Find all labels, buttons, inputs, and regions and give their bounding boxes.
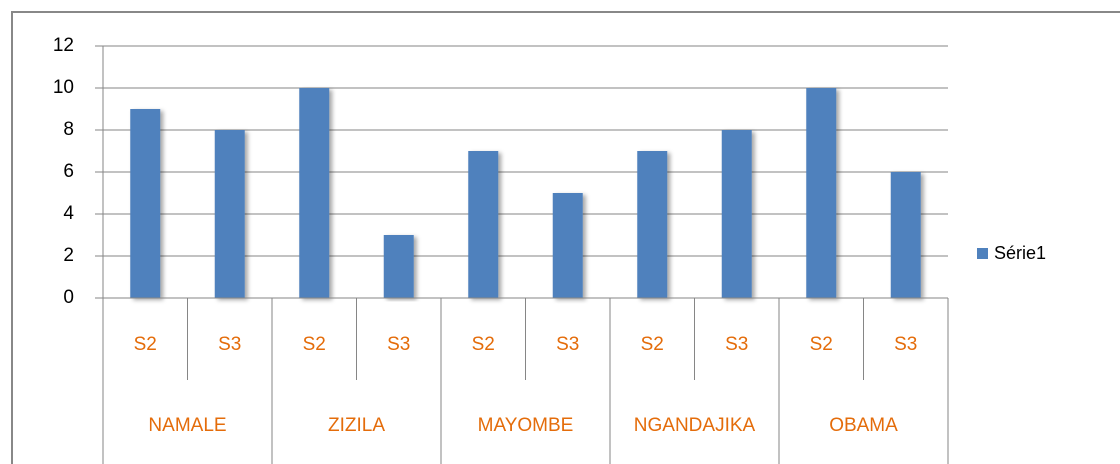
group-label: NGANDAJIKA	[634, 415, 756, 436]
y-tick-label: 6	[63, 161, 74, 182]
y-tick-label: 4	[63, 203, 74, 224]
group-label: ZIZILA	[328, 415, 385, 436]
group-label: NAMALE	[148, 415, 226, 436]
bar	[806, 88, 837, 298]
y-tick-label: 8	[63, 119, 74, 140]
x-tick-label: S3	[218, 334, 241, 355]
x-tick-label: S2	[472, 334, 495, 355]
bar	[721, 130, 752, 298]
x-tick-label: S3	[894, 334, 917, 355]
group-label: MAYOMBE	[478, 415, 574, 436]
x-tick-label: S3	[725, 334, 748, 355]
bar	[890, 172, 921, 298]
bar	[130, 109, 161, 298]
bar	[383, 235, 414, 298]
bar	[214, 130, 245, 298]
y-tick-label: 10	[53, 77, 74, 98]
y-tick-label: 12	[53, 35, 74, 56]
x-tick-label: S2	[134, 334, 157, 355]
x-tick-label: S2	[303, 334, 326, 355]
x-tick-label: S3	[556, 334, 579, 355]
legend-label: Série1	[994, 243, 1046, 263]
x-tick-label: S2	[641, 334, 664, 355]
group-label: OBAMA	[829, 415, 898, 436]
legend-swatch	[977, 248, 988, 259]
x-tick-label: S2	[810, 334, 833, 355]
y-tick-label: 0	[63, 287, 74, 308]
bar	[299, 88, 330, 298]
bar	[468, 151, 499, 298]
y-tick-label: 2	[63, 245, 74, 266]
bar	[552, 193, 583, 298]
x-tick-label: S3	[387, 334, 410, 355]
bar	[637, 151, 668, 298]
